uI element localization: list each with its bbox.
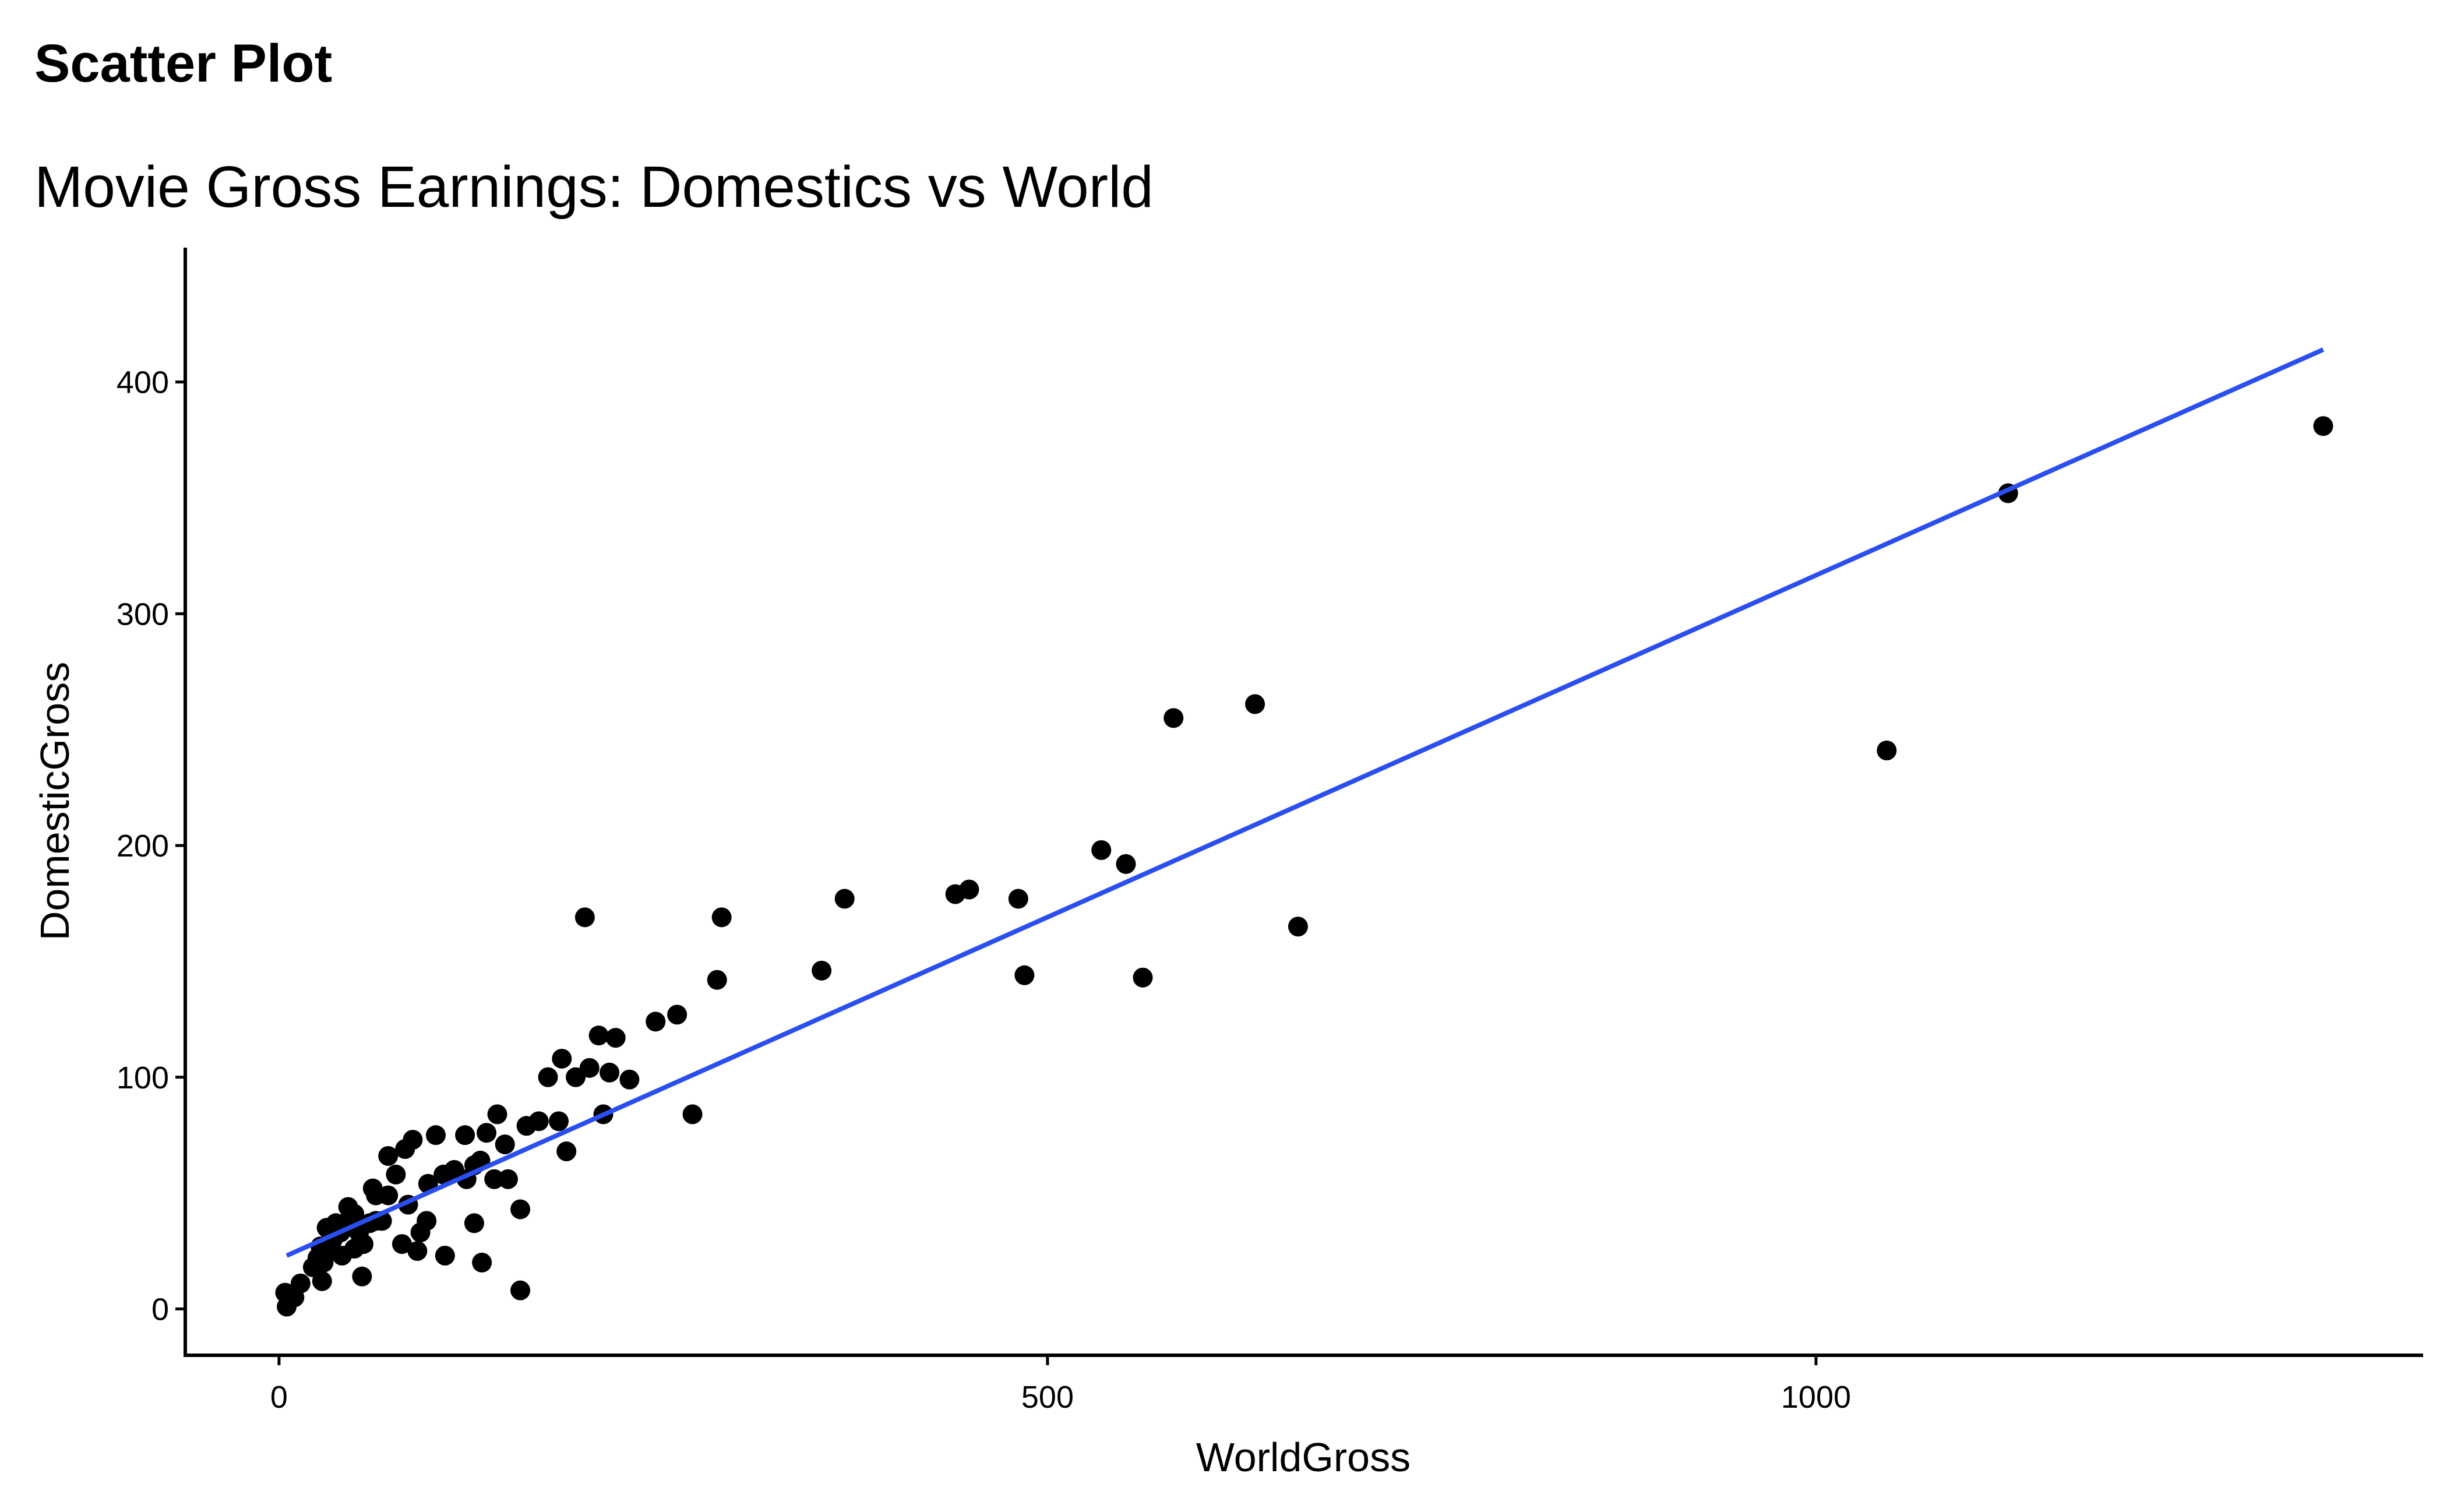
point (312, 1271, 332, 1291)
point (477, 1123, 497, 1143)
point (487, 1104, 507, 1125)
point (1133, 967, 1153, 988)
point (552, 1048, 572, 1069)
point (574, 907, 595, 928)
y-axis-title: DomesticGross (32, 662, 77, 940)
point (834, 889, 855, 909)
point (667, 1005, 687, 1025)
point (338, 1197, 358, 1217)
point (556, 1141, 577, 1162)
point (516, 1116, 537, 1136)
point (1288, 917, 1308, 937)
point (2313, 416, 2333, 436)
point (619, 1069, 640, 1090)
point (354, 1234, 374, 1254)
point (433, 1164, 454, 1185)
point (538, 1067, 558, 1087)
x-tick-label: 500 (1021, 1380, 1074, 1415)
y-tick-label: 300 (117, 597, 169, 632)
point (455, 1125, 475, 1146)
y-tick-label: 200 (117, 829, 169, 864)
x-axis-title: WorldGross (1196, 1435, 1411, 1480)
point (395, 1139, 415, 1159)
chart-title: Scatter Plot (34, 34, 332, 93)
point (435, 1245, 455, 1266)
point (1163, 708, 1184, 728)
trend-line (285, 347, 2325, 1258)
point (711, 907, 732, 928)
point (600, 1062, 620, 1083)
point (426, 1125, 446, 1146)
point (646, 1011, 666, 1032)
x-tick-label: 1000 (1781, 1380, 1851, 1415)
point (472, 1252, 492, 1273)
point (392, 1234, 412, 1254)
y-tick-label: 400 (117, 365, 169, 400)
y-tick-label: 100 (117, 1060, 169, 1095)
point (1245, 694, 1265, 714)
point (464, 1213, 484, 1233)
point (707, 970, 727, 990)
point (812, 960, 832, 981)
point (316, 1218, 337, 1238)
point (352, 1266, 372, 1287)
point (407, 1241, 428, 1261)
point (566, 1067, 586, 1087)
point (378, 1146, 399, 1166)
point (588, 1025, 609, 1046)
point (945, 884, 965, 904)
point (1091, 840, 1112, 861)
point (386, 1164, 406, 1185)
point (605, 1028, 626, 1048)
point (549, 1111, 569, 1132)
point (495, 1134, 515, 1155)
point (410, 1222, 431, 1243)
point (510, 1280, 531, 1300)
point (510, 1199, 531, 1220)
point (1116, 854, 1136, 874)
point (275, 1282, 295, 1303)
point (498, 1169, 518, 1189)
point (484, 1169, 505, 1189)
point (1008, 889, 1028, 909)
x-tick-label: 0 (270, 1380, 288, 1415)
point (302, 1257, 323, 1277)
point (1877, 741, 1897, 761)
point (1014, 965, 1035, 985)
y-tick-label: 0 (151, 1292, 169, 1327)
chart-subtitle: Movie Gross Earnings: Domestics vs World (34, 154, 1154, 220)
point (332, 1245, 352, 1266)
point (682, 1104, 703, 1125)
point (362, 1178, 383, 1199)
